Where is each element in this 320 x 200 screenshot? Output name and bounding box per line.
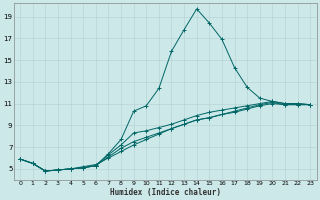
X-axis label: Humidex (Indice chaleur): Humidex (Indice chaleur) [110,188,221,197]
